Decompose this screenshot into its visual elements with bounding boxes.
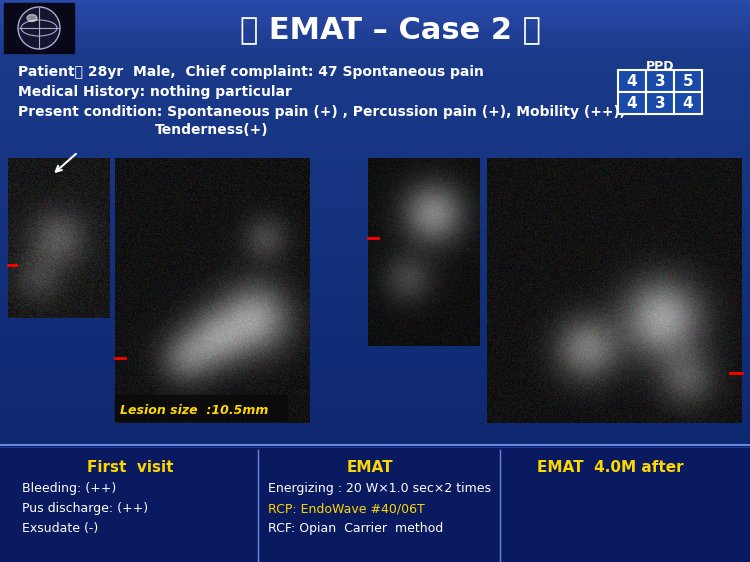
Text: Present condition: Spontaneous pain (+) , Percussion pain (+), Mobility (++),: Present condition: Spontaneous pain (+) … <box>18 105 626 119</box>
FancyBboxPatch shape <box>674 92 702 114</box>
Bar <box>115 395 287 420</box>
Text: Patient： 28yr  Male,  Chief complaint: 47 Spontaneous pain: Patient： 28yr Male, Chief complaint: 47 … <box>18 65 484 79</box>
Text: Medical History: nothing particular: Medical History: nothing particular <box>18 85 292 99</box>
Text: RCF: Opian  Carrier  method: RCF: Opian Carrier method <box>268 522 443 535</box>
FancyBboxPatch shape <box>674 70 702 92</box>
Text: 4: 4 <box>682 96 693 111</box>
Text: Energizing : 20 W×1.0 sec×2 times: Energizing : 20 W×1.0 sec×2 times <box>268 482 491 495</box>
Bar <box>0 445 750 562</box>
Text: EMAT  4.0M after: EMAT 4.0M after <box>537 460 683 475</box>
Text: PPD: PPD <box>646 60 674 73</box>
Text: Exsudate (-): Exsudate (-) <box>22 522 98 535</box>
Text: 3: 3 <box>655 74 665 88</box>
Text: EMAT: EMAT <box>346 460 393 475</box>
FancyBboxPatch shape <box>646 70 674 92</box>
Text: 4: 4 <box>627 74 638 88</box>
Text: 【 EMAT – Case 2 】: 【 EMAT – Case 2 】 <box>239 16 541 44</box>
Ellipse shape <box>27 15 37 21</box>
FancyBboxPatch shape <box>618 92 646 114</box>
Text: Pus discharge: (++): Pus discharge: (++) <box>22 502 148 515</box>
Text: First  visit: First visit <box>87 460 173 475</box>
Circle shape <box>18 7 60 49</box>
Text: RCP: EndoWave #40/06T: RCP: EndoWave #40/06T <box>268 502 424 515</box>
FancyBboxPatch shape <box>646 92 674 114</box>
Text: Tenderness(+): Tenderness(+) <box>155 123 268 137</box>
Text: 5: 5 <box>682 74 693 88</box>
Text: Lesion size  :10.5mm: Lesion size :10.5mm <box>120 404 268 416</box>
Text: 3: 3 <box>655 96 665 111</box>
FancyBboxPatch shape <box>618 70 646 92</box>
Text: Bleeding: (++): Bleeding: (++) <box>22 482 116 495</box>
Text: 4: 4 <box>627 96 638 111</box>
Bar <box>4 3 74 53</box>
